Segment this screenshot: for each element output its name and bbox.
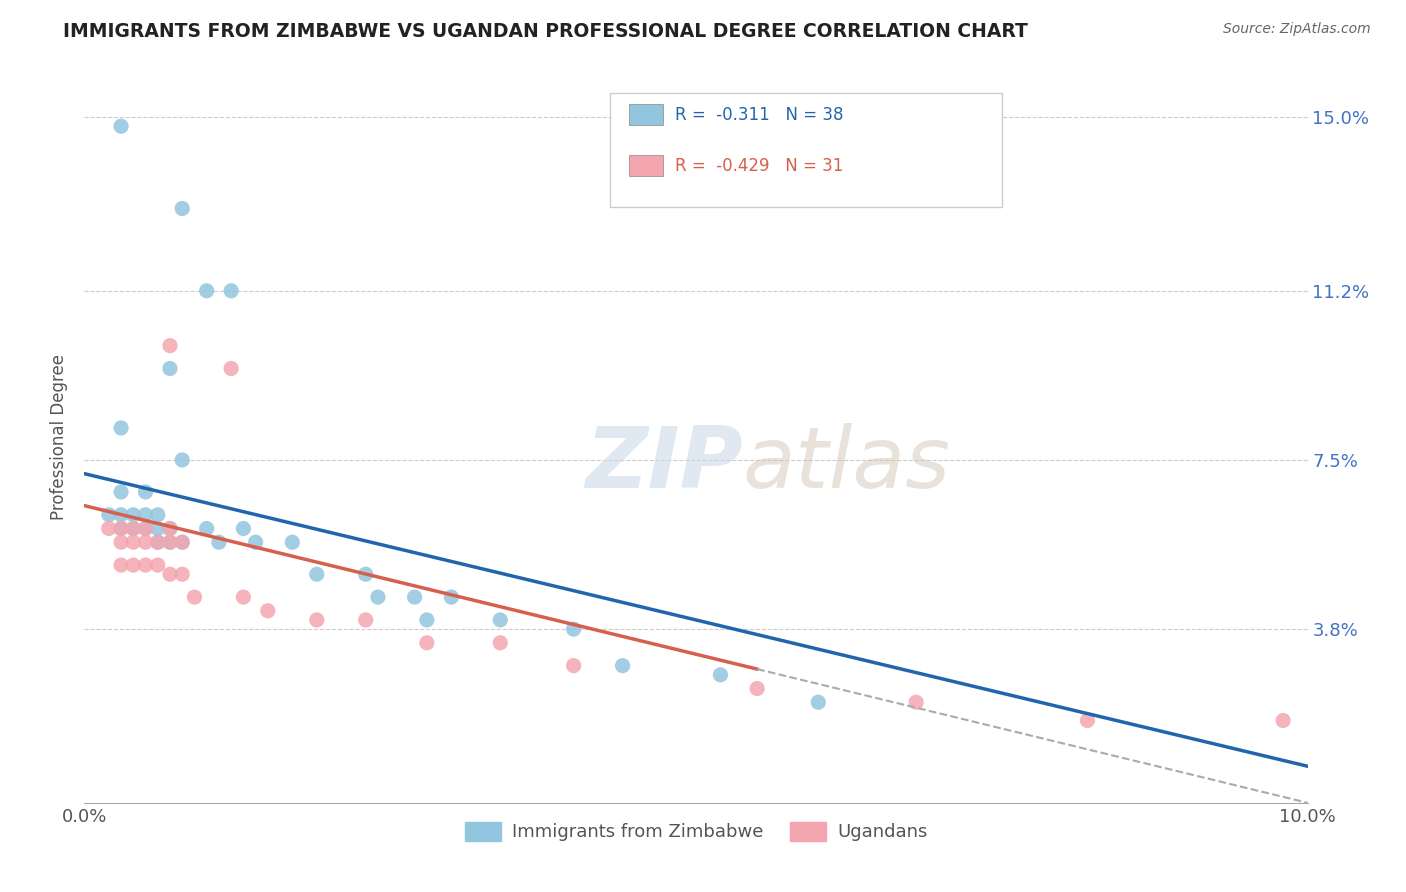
Point <box>172 535 194 549</box>
Point <box>135 485 157 500</box>
Point <box>159 338 181 352</box>
Point <box>281 535 304 549</box>
Point <box>135 521 157 535</box>
Point <box>807 695 830 709</box>
Point <box>172 453 194 467</box>
Point <box>159 521 181 535</box>
Point <box>562 658 585 673</box>
Point <box>97 521 120 535</box>
Point <box>245 535 267 549</box>
Point <box>440 590 463 604</box>
Point <box>122 558 145 573</box>
Point <box>159 521 181 535</box>
Point <box>122 508 145 522</box>
Point <box>404 590 426 604</box>
Point <box>110 508 132 522</box>
Point <box>122 535 145 549</box>
Point <box>183 590 205 604</box>
Point <box>172 535 194 549</box>
Point <box>135 508 157 522</box>
Legend: Immigrants from Zimbabwe, Ugandans: Immigrants from Zimbabwe, Ugandans <box>457 814 935 848</box>
Point <box>489 613 512 627</box>
Point <box>110 521 132 535</box>
Point <box>122 521 145 535</box>
Point <box>159 567 181 582</box>
Point <box>208 535 231 549</box>
Y-axis label: Professional Degree: Professional Degree <box>51 354 69 520</box>
Point <box>135 535 157 549</box>
Point <box>110 521 132 535</box>
Point <box>110 120 132 134</box>
Text: R =  -0.311   N = 38: R = -0.311 N = 38 <box>675 105 844 123</box>
Point <box>146 535 169 549</box>
Point <box>122 521 145 535</box>
Point <box>146 521 169 535</box>
Text: R =  -0.429   N = 31: R = -0.429 N = 31 <box>675 157 844 175</box>
Point <box>159 361 181 376</box>
Point <box>135 558 157 573</box>
Point <box>146 508 169 522</box>
Point <box>195 284 218 298</box>
Point <box>110 535 132 549</box>
FancyBboxPatch shape <box>610 94 1002 207</box>
Point <box>305 613 328 627</box>
Text: IMMIGRANTS FROM ZIMBABWE VS UGANDAN PROFESSIONAL DEGREE CORRELATION CHART: IMMIGRANTS FROM ZIMBABWE VS UGANDAN PROF… <box>63 22 1028 41</box>
Point <box>1076 714 1098 728</box>
Point <box>232 521 254 535</box>
Text: Source: ZipAtlas.com: Source: ZipAtlas.com <box>1223 22 1371 37</box>
Point <box>367 590 389 604</box>
Text: ZIP: ZIP <box>585 423 742 506</box>
Point <box>354 613 377 627</box>
Point <box>232 590 254 604</box>
Point <box>1272 714 1295 728</box>
Bar <box>628 155 664 176</box>
Point <box>709 667 731 681</box>
Point <box>354 567 377 582</box>
Point <box>305 567 328 582</box>
Point <box>747 681 769 696</box>
Point <box>146 535 169 549</box>
Point <box>257 604 280 618</box>
Point <box>416 613 439 627</box>
Point <box>172 202 194 216</box>
Point <box>146 558 169 573</box>
Point <box>612 658 634 673</box>
Point <box>97 508 120 522</box>
Point <box>562 622 585 636</box>
Text: atlas: atlas <box>742 423 950 506</box>
Point <box>159 535 181 549</box>
Point <box>110 421 132 435</box>
Point <box>416 636 439 650</box>
Point <box>159 535 181 549</box>
Point <box>489 636 512 650</box>
Point <box>905 695 928 709</box>
Point <box>110 558 132 573</box>
Point <box>219 284 242 298</box>
Point <box>110 485 132 500</box>
Point <box>135 521 157 535</box>
Point <box>219 361 242 376</box>
Bar <box>628 104 664 125</box>
Point <box>172 567 194 582</box>
Point <box>195 521 218 535</box>
